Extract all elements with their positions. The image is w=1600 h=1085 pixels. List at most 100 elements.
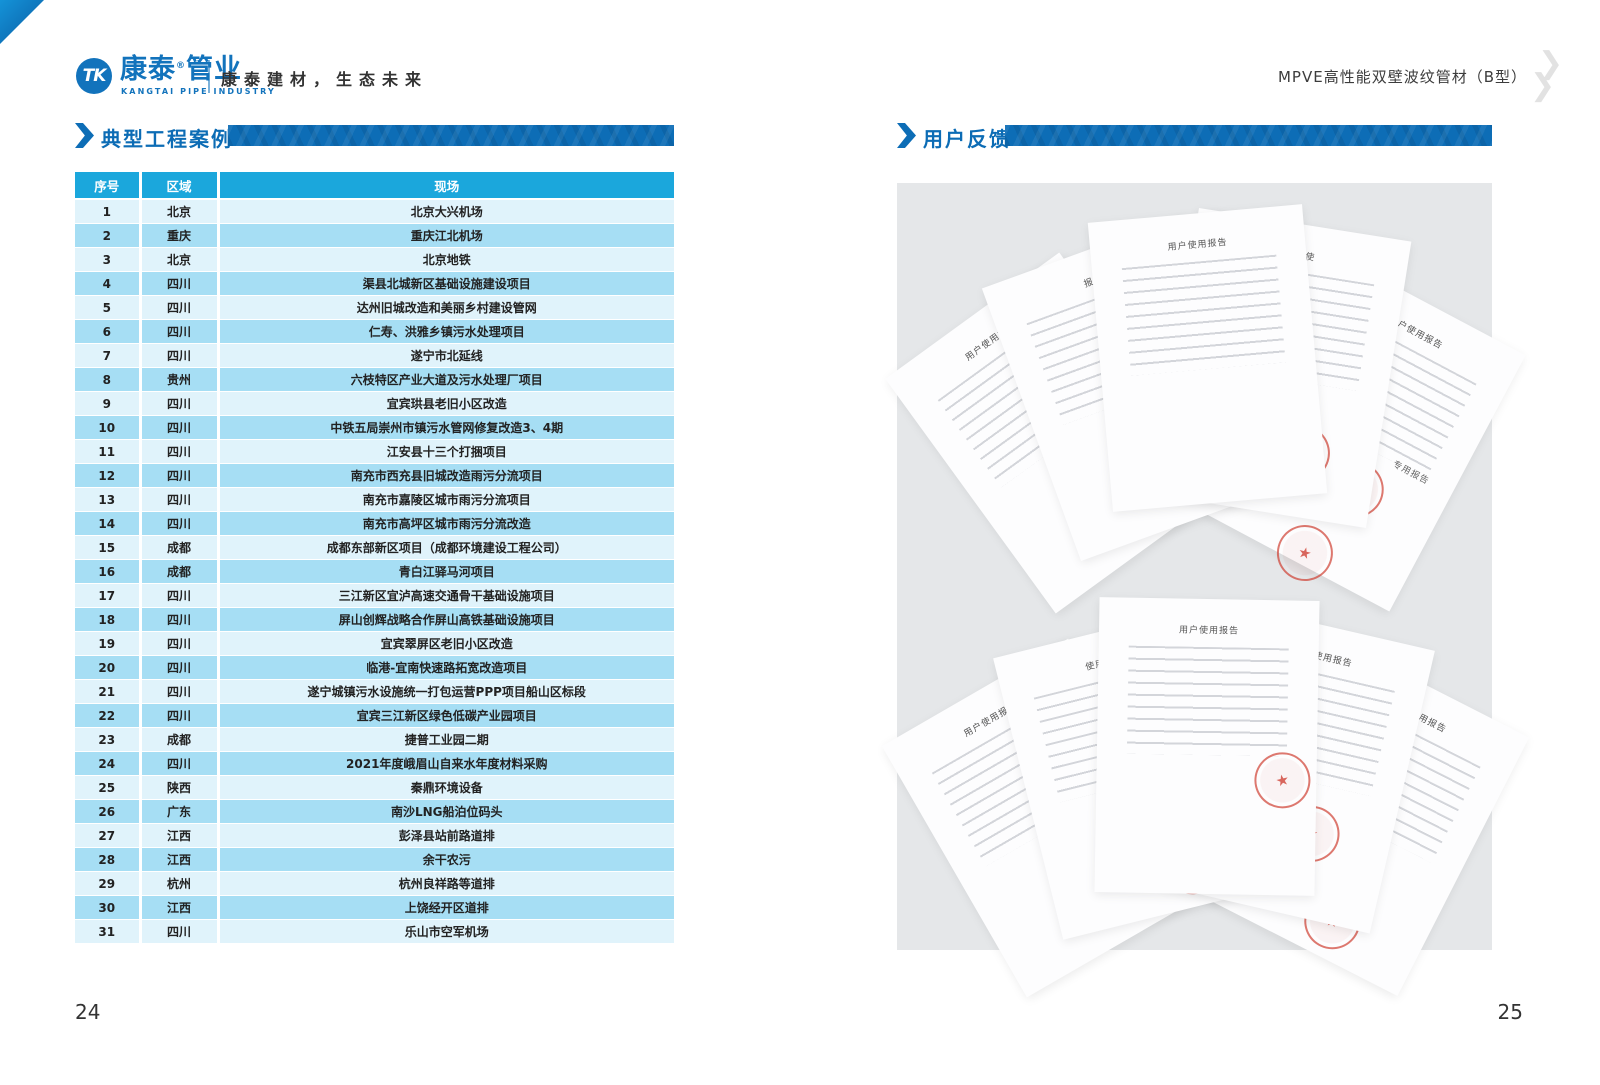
table-row: 5 四川 达州旧城改造和美丽乡村建设管网: [75, 295, 674, 320]
case-site: 成都东部新区项目（成都环境建设工程公司）: [218, 535, 674, 560]
case-no: 31: [75, 919, 142, 944]
case-region: 四川: [140, 391, 220, 416]
corner-accent-triangle: [0, 0, 44, 44]
table-row: 16 成都 青白江驿马河项目: [75, 559, 674, 584]
case-site: 南沙LNG船泊位码头: [218, 799, 674, 824]
brand-tagline: 康泰建材，生态未来: [221, 70, 429, 89]
table-row: 11 四川 江安县十三个打捆项目: [75, 439, 674, 464]
case-region: 四川: [140, 271, 220, 296]
case-no: 14: [75, 511, 142, 536]
cases-table: 序号 区域 现场 1 北京 北京大兴机场 2 重庆 重庆江北机场 3 北京 北京地铁 4 四川 渠县北…: [75, 172, 674, 944]
section-header-feedback: 用户反馈: [897, 122, 1492, 151]
feedback-paper: 用户使用报告 ★: [1094, 596, 1320, 896]
brand-part2: 管业: [186, 54, 242, 85]
case-region: 成都: [140, 559, 220, 584]
section-chevron-icon: [75, 123, 94, 148]
case-region: 北京: [140, 199, 220, 224]
case-site: 2021年度峨眉山自来水年度材料采购: [218, 751, 674, 776]
case-site: 秦鼎环境设备: [218, 775, 674, 800]
case-region: 成都: [140, 727, 220, 752]
section-title-feedback: 用户反馈: [923, 127, 1011, 151]
brand-subtitle: KANGTAI PIPE INDUSTRY: [121, 87, 276, 96]
feedback-paper: 用户使用报告: [1087, 204, 1327, 512]
case-region: 陕西: [140, 775, 220, 800]
case-site: 三江新区宜泸高速交通骨干基础设施项目: [218, 583, 674, 608]
case-no: 6: [75, 319, 142, 344]
case-no: 21: [75, 679, 142, 704]
case-site: 达州旧城改造和美丽乡村建设管网: [218, 295, 674, 320]
table-row: 13 四川 南充市嘉陵区城市雨污分流项目: [75, 487, 674, 512]
double-chevron-icon: ❯ ❯: [1530, 46, 1564, 103]
table-row: 26 广东 南沙LNG船泊位码头: [75, 799, 674, 824]
case-no: 2: [75, 223, 142, 248]
case-site: 遂宁市北延线: [218, 343, 674, 368]
case-no: 28: [75, 847, 142, 872]
case-region: 杭州: [140, 871, 220, 896]
table-row: 10 四川 中铁五局崇州市镇污水管网修复改造3、4期: [75, 415, 674, 440]
table-row: 27 江西 彭泽县站前路道排: [75, 823, 674, 848]
case-no: 10: [75, 415, 142, 440]
case-no: 7: [75, 343, 142, 368]
case-site: 宜宾珙县老旧小区改造: [218, 391, 674, 416]
registered-mark: ®: [176, 61, 186, 71]
case-site: 六枝特区产业大道及污水处理厂项目: [218, 367, 674, 392]
case-region: 江西: [140, 847, 220, 872]
column-header-site: 现场: [218, 172, 674, 200]
case-region: 四川: [140, 439, 220, 464]
case-no: 22: [75, 703, 142, 728]
table-row: 22 四川 宜宾三江新区绿色低碳产业园项目: [75, 703, 674, 728]
case-region: 四川: [140, 607, 220, 632]
document-title: MPVE高性能双壁波纹管材（B型）: [1277, 68, 1527, 86]
case-region: 重庆: [140, 223, 220, 248]
case-no: 19: [75, 631, 142, 656]
table-row: 24 四川 2021年度峨眉山自来水年度材料采购: [75, 751, 674, 776]
section-header-cases: 典型工程案例: [75, 122, 674, 151]
case-site: 南充市高坪区城市雨污分流改造: [218, 511, 674, 536]
table-row: 3 北京 北京地铁: [75, 247, 674, 272]
case-region: 广东: [140, 799, 220, 824]
case-site: 临港-宜南快速路拓宽改造项目: [218, 655, 674, 680]
case-region: 四川: [140, 319, 220, 344]
logo-divider: [208, 60, 210, 93]
case-region: 四川: [140, 415, 220, 440]
case-region: 四川: [140, 679, 220, 704]
case-region: 四川: [140, 511, 220, 536]
table-row: 20 四川 临港-宜南快速路拓宽改造项目: [75, 655, 674, 680]
case-no: 15: [75, 535, 142, 560]
case-no: 11: [75, 439, 142, 464]
case-no: 30: [75, 895, 142, 920]
table-row: 1 北京 北京大兴机场: [75, 199, 674, 224]
table-row: 6 四川 仁寿、洪雅乡镇污水处理项目: [75, 319, 674, 344]
table-row: 25 陕西 秦鼎环境设备: [75, 775, 674, 800]
cases-table-body: 1 北京 北京大兴机场 2 重庆 重庆江北机场 3 北京 北京地铁 4 四川 渠县北城新区基础设施建设…: [75, 199, 674, 944]
table-row: 9 四川 宜宾珙县老旧小区改造: [75, 391, 674, 416]
case-region: 四川: [140, 919, 220, 944]
case-no: 12: [75, 463, 142, 488]
brand-name: 康泰®管业: [120, 56, 242, 83]
table-row: 15 成都 成都东部新区项目（成都环境建设工程公司）: [75, 535, 674, 560]
paper-text-lines: [1126, 645, 1289, 756]
table-row: 18 四川 屏山创辉战略合作屏山高铁基础设施项目: [75, 607, 674, 632]
section-chevron-icon: [897, 123, 916, 148]
case-site: 宜宾翠屏区老旧小区改造: [218, 631, 674, 656]
case-site: 重庆江北机场: [218, 223, 674, 248]
logo-tk-icon: TK: [76, 58, 112, 94]
case-site: 南充市西充县旧城改造雨污分流项目: [218, 463, 674, 488]
case-site: 北京地铁: [218, 247, 674, 272]
case-site: 北京大兴机场: [218, 199, 674, 224]
case-no: 16: [75, 559, 142, 584]
page-number-right: 25: [1497, 1000, 1523, 1024]
case-no: 24: [75, 751, 142, 776]
table-row: 14 四川 南充市高坪区城市雨污分流改造: [75, 511, 674, 536]
red-seal-stamp: ★: [1248, 746, 1317, 814]
case-no: 29: [75, 871, 142, 896]
case-no: 9: [75, 391, 142, 416]
case-no: 23: [75, 727, 142, 752]
case-region: 贵州: [140, 367, 220, 392]
table-row: 4 四川 渠县北城新区基础设施建设项目: [75, 271, 674, 296]
paper-text-lines: [1121, 254, 1286, 376]
case-no: 27: [75, 823, 142, 848]
case-no: 4: [75, 271, 142, 296]
case-site: 乐山市空军机场: [218, 919, 674, 944]
column-header-region: 区域: [140, 172, 220, 200]
